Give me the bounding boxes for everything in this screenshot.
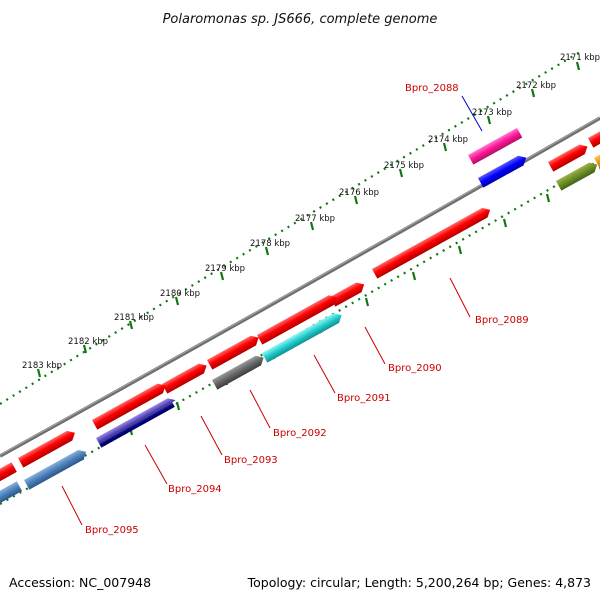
genome-summary-text: Topology: circular; Length: 5,200,264 bp…: [247, 575, 591, 590]
gene-feature[interactable]: [96, 395, 178, 448]
gene-feature[interactable]: [556, 160, 600, 191]
gene-feature[interactable]: [162, 361, 209, 394]
gene-feature[interactable]: [262, 310, 344, 363]
gene-labels: Bpro_2088 Bpro_2089 Bpro_2090 Bpro_2091 Bpro…: [61, 83, 529, 536]
gene-features: [0, 127, 600, 504]
scale-tick: [411, 271, 417, 281]
scale-tick: [502, 218, 508, 228]
scale-tick: [36, 368, 42, 378]
gene-feature[interactable]: [588, 128, 600, 148]
scale-label: 2182 kbp: [68, 337, 108, 347]
gene-feature[interactable]: [212, 353, 266, 390]
gene-feature[interactable]: [18, 428, 78, 468]
scale-tick: [364, 297, 370, 307]
scale-label: 2183 kbp: [22, 361, 62, 371]
gene-feature[interactable]: [257, 292, 339, 345]
scale-label: 2175 kbp: [384, 161, 424, 171]
gene-label-leader: [249, 389, 271, 429]
gene-label-leader: [461, 95, 483, 132]
scale-label: 2179 kbp: [205, 264, 245, 274]
gene-feature[interactable]: [594, 153, 600, 168]
scale-label: 2174 kbp: [428, 135, 468, 145]
gene-label-leader: [61, 485, 83, 526]
scale-tick: [545, 193, 551, 203]
gene-feature[interactable]: [0, 481, 23, 504]
gene-label-leader: [449, 277, 471, 318]
scale-label: 2181 kbp: [114, 313, 154, 323]
scale-label: 2177 kbp: [295, 214, 335, 224]
scale-label: 2173 kbp: [472, 108, 512, 118]
scale-label: 2180 kbp: [160, 289, 200, 299]
gene-label[interactable]: Bpro_2089: [475, 315, 529, 326]
gene-label[interactable]: Bpro_2088: [405, 83, 459, 94]
scale-tick: [309, 221, 315, 231]
scale-label: 2176 kbp: [339, 188, 379, 198]
scale-tick: [530, 88, 536, 98]
scale-tick: [457, 245, 463, 255]
gene-label[interactable]: Bpro_2091: [337, 393, 391, 404]
scale-labels: 2171 kbp 2172 kbp 2173 kbp 2174 kbp 2175 kbp…: [22, 53, 600, 371]
gene-label[interactable]: Bpro_2094: [168, 484, 222, 495]
gene-label-leader: [364, 326, 386, 365]
gene-feature[interactable]: [24, 447, 89, 490]
gene-feature[interactable]: [330, 280, 367, 307]
scale-tick: [575, 61, 581, 71]
scale-tick: [486, 115, 492, 125]
scale-track-outer: [0, 51, 581, 405]
gene-label-leader: [200, 415, 223, 456]
scale-tick: [82, 344, 88, 354]
gene-feature[interactable]: [207, 333, 261, 370]
scale-tick: [442, 142, 448, 152]
gene-feature[interactable]: [92, 381, 168, 430]
scale-tick: [353, 195, 359, 205]
gene-label[interactable]: Bpro_2092: [273, 428, 327, 439]
gene-feature[interactable]: [478, 153, 529, 188]
scale-tick: [128, 320, 134, 330]
gene-label[interactable]: Bpro_2090: [388, 363, 442, 374]
scale-label: 2178 kbp: [250, 239, 290, 249]
gene-feature[interactable]: [468, 127, 523, 165]
accession-text: Accession: NC_007948: [9, 575, 152, 590]
gene-label-leader: [313, 354, 336, 394]
gene-feature[interactable]: [372, 205, 493, 279]
gene-feature[interactable]: [0, 462, 17, 482]
map-title: Polaromonas sp. JS666, complete genome: [163, 12, 438, 27]
gene-label[interactable]: Bpro_2095: [85, 525, 139, 536]
scale-tick: [219, 271, 225, 281]
gene-label[interactable]: Bpro_2093: [224, 455, 278, 466]
gene-feature[interactable]: [548, 142, 590, 172]
scale-label: 2171 kbp: [560, 53, 600, 63]
gene-label-leader: [144, 444, 168, 485]
scale-tick: [174, 296, 180, 306]
scale-tick: [264, 246, 270, 256]
scale-tick: [175, 401, 181, 411]
scale-label: 2172 kbp: [516, 81, 556, 91]
scale-tick: [398, 168, 404, 178]
